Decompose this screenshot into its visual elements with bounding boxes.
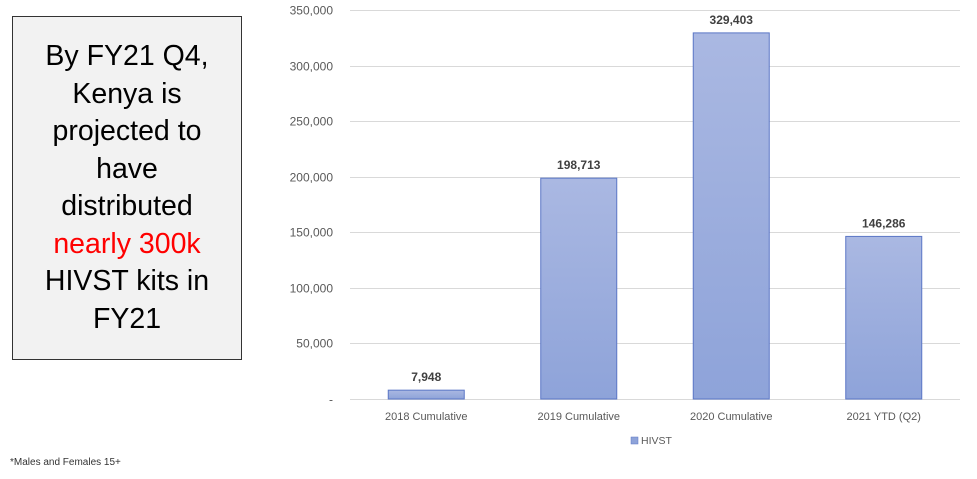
y-tick-label: 100,000 xyxy=(290,282,334,296)
data-label: 7,948 xyxy=(411,370,441,384)
y-tick-label: 250,000 xyxy=(290,115,334,129)
callout-line: projected to xyxy=(52,115,202,147)
callout-line: HIVST kits in xyxy=(44,265,210,297)
callout-line: Kenya is xyxy=(72,77,182,110)
legend-swatch xyxy=(630,436,639,445)
callout-box: By FY21 Q4, Kenya is projected to have d… xyxy=(12,16,242,360)
callout-line: have xyxy=(96,152,158,185)
y-tick-label: 150,000 xyxy=(290,226,334,240)
data-label: 146,286 xyxy=(862,216,906,230)
x-tick-label: 2020 Cumulative xyxy=(690,411,773,423)
y-tick-label: 50,000 xyxy=(296,337,333,351)
bar xyxy=(692,32,770,400)
y-tick-label: 300,000 xyxy=(290,60,334,74)
bar xyxy=(845,235,923,400)
callout-line: distributed xyxy=(61,190,193,222)
data-label: 329,403 xyxy=(710,13,754,27)
bar xyxy=(540,177,618,400)
x-tick-label: 2018 Cumulative xyxy=(385,411,468,423)
footnote: *Males and Females 15+ xyxy=(10,457,121,468)
y-tick-label: 350,000 xyxy=(290,4,334,18)
callout-line: By FY21 Q4, xyxy=(45,40,209,72)
data-label: 198,713 xyxy=(557,158,601,172)
y-tick-label: 200,000 xyxy=(290,171,334,185)
callout-line: FY21 xyxy=(92,302,162,335)
y-tick-label: - xyxy=(329,393,333,407)
x-tick-label: 2021 YTD (Q2) xyxy=(847,411,921,423)
bar xyxy=(387,389,465,400)
callout-highlight: nearly 300k xyxy=(53,227,201,260)
x-tick-label: 2019 Cumulative xyxy=(537,411,620,423)
legend-label: HIVST xyxy=(641,435,673,447)
